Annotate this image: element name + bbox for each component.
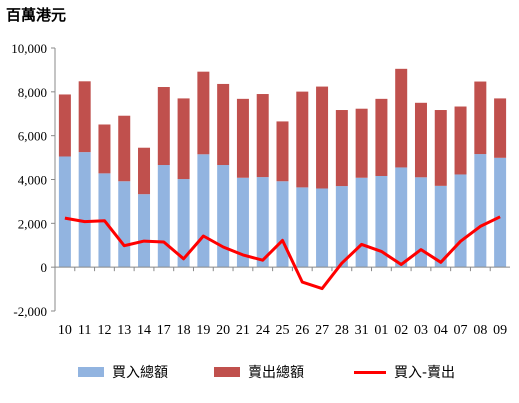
x-tick-label: 21 bbox=[236, 323, 250, 338]
x-tick-label: 12 bbox=[97, 323, 111, 338]
bar-sell bbox=[197, 71, 210, 155]
bar-buy bbox=[78, 152, 91, 268]
y-tick-label: 8,000 bbox=[18, 85, 47, 100]
x-tick-label: 27 bbox=[315, 323, 329, 338]
legend-item-sell: 賣出總額 bbox=[214, 362, 304, 382]
x-tick-label: 31 bbox=[355, 323, 369, 338]
bar-sell bbox=[316, 86, 329, 189]
legend-swatch-sell bbox=[214, 367, 240, 377]
bar-buy bbox=[474, 154, 487, 268]
legend-label-net: 買入-賣出 bbox=[394, 365, 456, 381]
bar-buy bbox=[236, 177, 249, 268]
x-tick-label: 07 bbox=[454, 323, 468, 338]
bar-buy bbox=[256, 177, 269, 268]
x-tick-label: 14 bbox=[137, 323, 151, 338]
x-tick-label: 17 bbox=[157, 323, 171, 338]
net-line bbox=[64, 215, 501, 291]
x-tick-label: 04 bbox=[434, 323, 448, 338]
x-tick-label: 11 bbox=[78, 323, 91, 338]
legend-label-buy: 買入總額 bbox=[112, 365, 168, 381]
bar-sell bbox=[217, 83, 230, 166]
x-tick-label: 02 bbox=[394, 323, 408, 338]
bar-sell bbox=[494, 98, 507, 158]
x-tick-labels: 10 11 12 13 14 17 18 19 20 21 24 25 26 27 28 31 01 02 03 04… bbox=[58, 323, 507, 338]
bar-sell bbox=[335, 110, 348, 187]
bar-sell bbox=[78, 81, 91, 153]
bar-buy bbox=[296, 187, 309, 268]
bar-buy bbox=[276, 181, 289, 268]
legend-swatch-buy bbox=[78, 367, 104, 377]
x-tick-label: 09 bbox=[493, 323, 507, 338]
bar-sell bbox=[296, 91, 309, 188]
y-tick-label: 4,000 bbox=[18, 173, 47, 188]
x-tick-label: 24 bbox=[256, 323, 270, 338]
x-tick-label: 08 bbox=[473, 323, 487, 338]
bar-sell bbox=[157, 87, 170, 166]
bar-buy bbox=[355, 177, 368, 268]
y-tick-labels: -2,000 0 2,000 4,000 6,000 8,000 10,000 bbox=[11, 41, 47, 319]
bar-sell bbox=[395, 68, 408, 168]
bar-buy bbox=[58, 156, 71, 268]
bars-layer bbox=[58, 68, 507, 268]
bar-sell bbox=[276, 121, 289, 182]
bar-sell bbox=[375, 98, 388, 176]
bar-buy bbox=[414, 177, 427, 268]
x-tick-label: 25 bbox=[276, 323, 290, 338]
y-tick-label: 6,000 bbox=[18, 129, 47, 144]
axes-layer bbox=[51, 47, 510, 312]
x-tick-label: 26 bbox=[295, 323, 309, 338]
bar-sell bbox=[355, 108, 368, 178]
bar-buy bbox=[316, 188, 329, 268]
unit-title: 百萬港元 bbox=[6, 6, 67, 24]
bar-sell bbox=[434, 110, 447, 186]
bar-buy bbox=[395, 167, 408, 268]
bar-buy bbox=[335, 186, 348, 268]
x-tick-label: 03 bbox=[414, 323, 428, 338]
x-tick-label: 28 bbox=[335, 323, 349, 338]
bar-sell bbox=[236, 98, 249, 178]
legend-label-sell: 賣出總額 bbox=[248, 365, 304, 381]
y-tick-label: -2,000 bbox=[13, 304, 47, 319]
x-tick-label: 19 bbox=[196, 323, 210, 338]
x-tick-label: 20 bbox=[216, 323, 230, 338]
bar-buy bbox=[217, 165, 230, 268]
bar-sell bbox=[414, 102, 427, 178]
legend-item-net: 買入-賣出 bbox=[354, 362, 455, 382]
x-tick-label: 10 bbox=[58, 323, 72, 338]
bar-sell bbox=[256, 94, 269, 178]
bar-buy bbox=[157, 165, 170, 268]
x-tick-label: 18 bbox=[177, 323, 191, 338]
legend: 買入總額 賣出總額 買入-賣出 bbox=[0, 362, 519, 392]
bar-sell bbox=[58, 94, 71, 157]
y-tick-label: 0 bbox=[41, 260, 48, 275]
bar-buy bbox=[375, 175, 388, 268]
bar-sell bbox=[177, 98, 190, 180]
bar-buy bbox=[197, 154, 210, 268]
bar-sell bbox=[138, 147, 151, 195]
bar-sell bbox=[118, 115, 131, 182]
bar-sell bbox=[474, 81, 487, 155]
bar-buy bbox=[434, 185, 447, 268]
x-tick-label: 01 bbox=[374, 323, 388, 338]
y-tick-label: 10,000 bbox=[11, 41, 47, 56]
legend-item-buy: 買入總額 bbox=[78, 362, 168, 382]
bar-buy bbox=[118, 181, 131, 268]
bar-buy bbox=[454, 174, 467, 268]
bar-buy bbox=[177, 179, 190, 268]
stacked-bar-line-chart: -2,000 0 2,000 4,000 6,000 8,000 10,000 10 11 12… bbox=[11, 41, 510, 338]
y-tick-label: 2,000 bbox=[18, 216, 47, 231]
bar-sell bbox=[454, 106, 467, 175]
x-tick-label: 13 bbox=[117, 323, 131, 338]
bar-buy bbox=[494, 157, 507, 268]
bar-buy bbox=[138, 194, 151, 268]
legend-swatch-net bbox=[354, 370, 386, 374]
bar-sell bbox=[98, 124, 111, 174]
